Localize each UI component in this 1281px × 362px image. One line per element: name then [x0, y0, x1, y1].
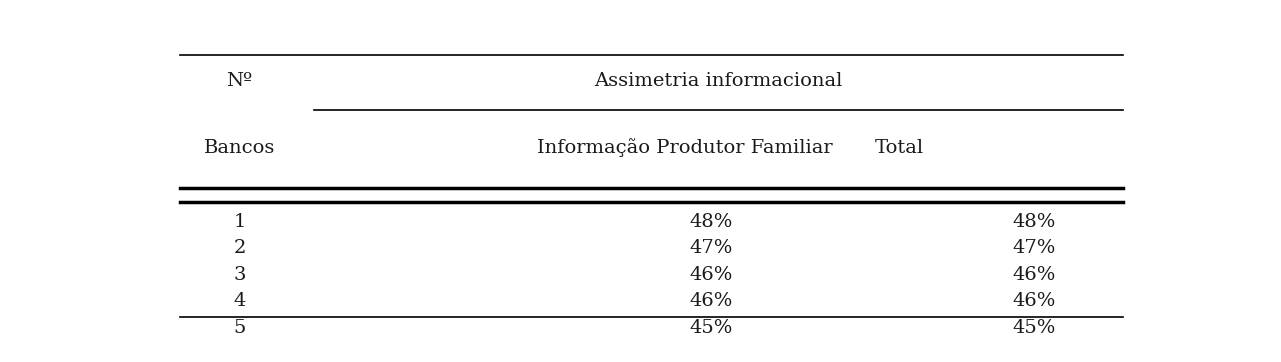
Text: 48%: 48% — [1012, 213, 1056, 231]
Text: 45%: 45% — [689, 319, 733, 337]
Text: 46%: 46% — [689, 292, 733, 310]
Text: 48%: 48% — [689, 213, 733, 231]
Text: 46%: 46% — [689, 266, 733, 284]
Text: 3: 3 — [233, 266, 246, 284]
Text: Informação Produtor Familiar: Informação Produtor Familiar — [538, 139, 833, 157]
Text: 46%: 46% — [1012, 266, 1056, 284]
Text: 47%: 47% — [689, 239, 733, 257]
Text: Nº: Nº — [227, 72, 252, 90]
Text: 1: 1 — [233, 213, 246, 231]
Text: 45%: 45% — [1012, 319, 1056, 337]
Text: 2: 2 — [233, 239, 246, 257]
Text: 47%: 47% — [1012, 239, 1056, 257]
Text: Bancos: Bancos — [204, 139, 275, 157]
Text: 5: 5 — [233, 319, 246, 337]
Text: 46%: 46% — [1012, 292, 1056, 310]
Text: Assimetria informacional: Assimetria informacional — [594, 72, 843, 90]
Text: Total: Total — [875, 139, 924, 157]
Text: 4: 4 — [233, 292, 246, 310]
